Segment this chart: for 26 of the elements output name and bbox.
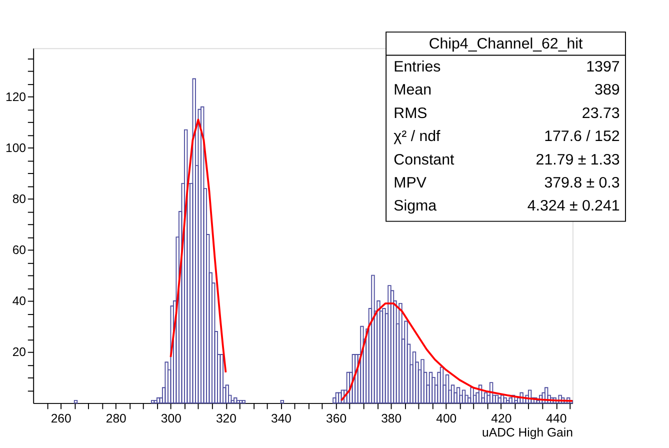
text: RMS 23.73 [394, 104, 620, 122]
text: Sigma 4.324 ± 0.241 [394, 198, 620, 215]
x-tick-label: 360 [326, 411, 347, 426]
line-series [170, 118, 227, 374]
text: Entries 1397 [394, 58, 620, 76]
x-axis-title: uADC High Gain [482, 426, 574, 440]
text: χ² / ndf 177.6 / 152 [394, 128, 620, 146]
y-tick-label: 40 [12, 294, 26, 308]
y-tick-label: 80 [12, 192, 26, 206]
x-tick-label: 380 [381, 411, 402, 426]
y-tick-label: 100 [5, 140, 26, 155]
x-tick-label: 280 [106, 411, 127, 426]
y-tick-label: 20 [12, 345, 26, 360]
x-tick-label: 320 [216, 411, 237, 426]
text: MPV 379.8 ± 0.3 [394, 174, 620, 192]
text: Constant 21.79 ± 1.33 [394, 151, 620, 168]
x-tick-label: 400 [436, 411, 457, 426]
x-tick-label: 300 [160, 411, 182, 426]
text: Mean 389 [394, 82, 620, 99]
x-tick-label: 440 [546, 411, 567, 426]
y-tick-label: 60 [12, 243, 26, 258]
x-tick-label: 420 [491, 411, 512, 426]
x-tick-label: 260 [50, 411, 72, 426]
annotation: Chip4_Channel_62_hit [428, 35, 584, 52]
x-tick-label: 340 [270, 411, 292, 426]
y-tick-label: 120 [5, 90, 26, 104]
